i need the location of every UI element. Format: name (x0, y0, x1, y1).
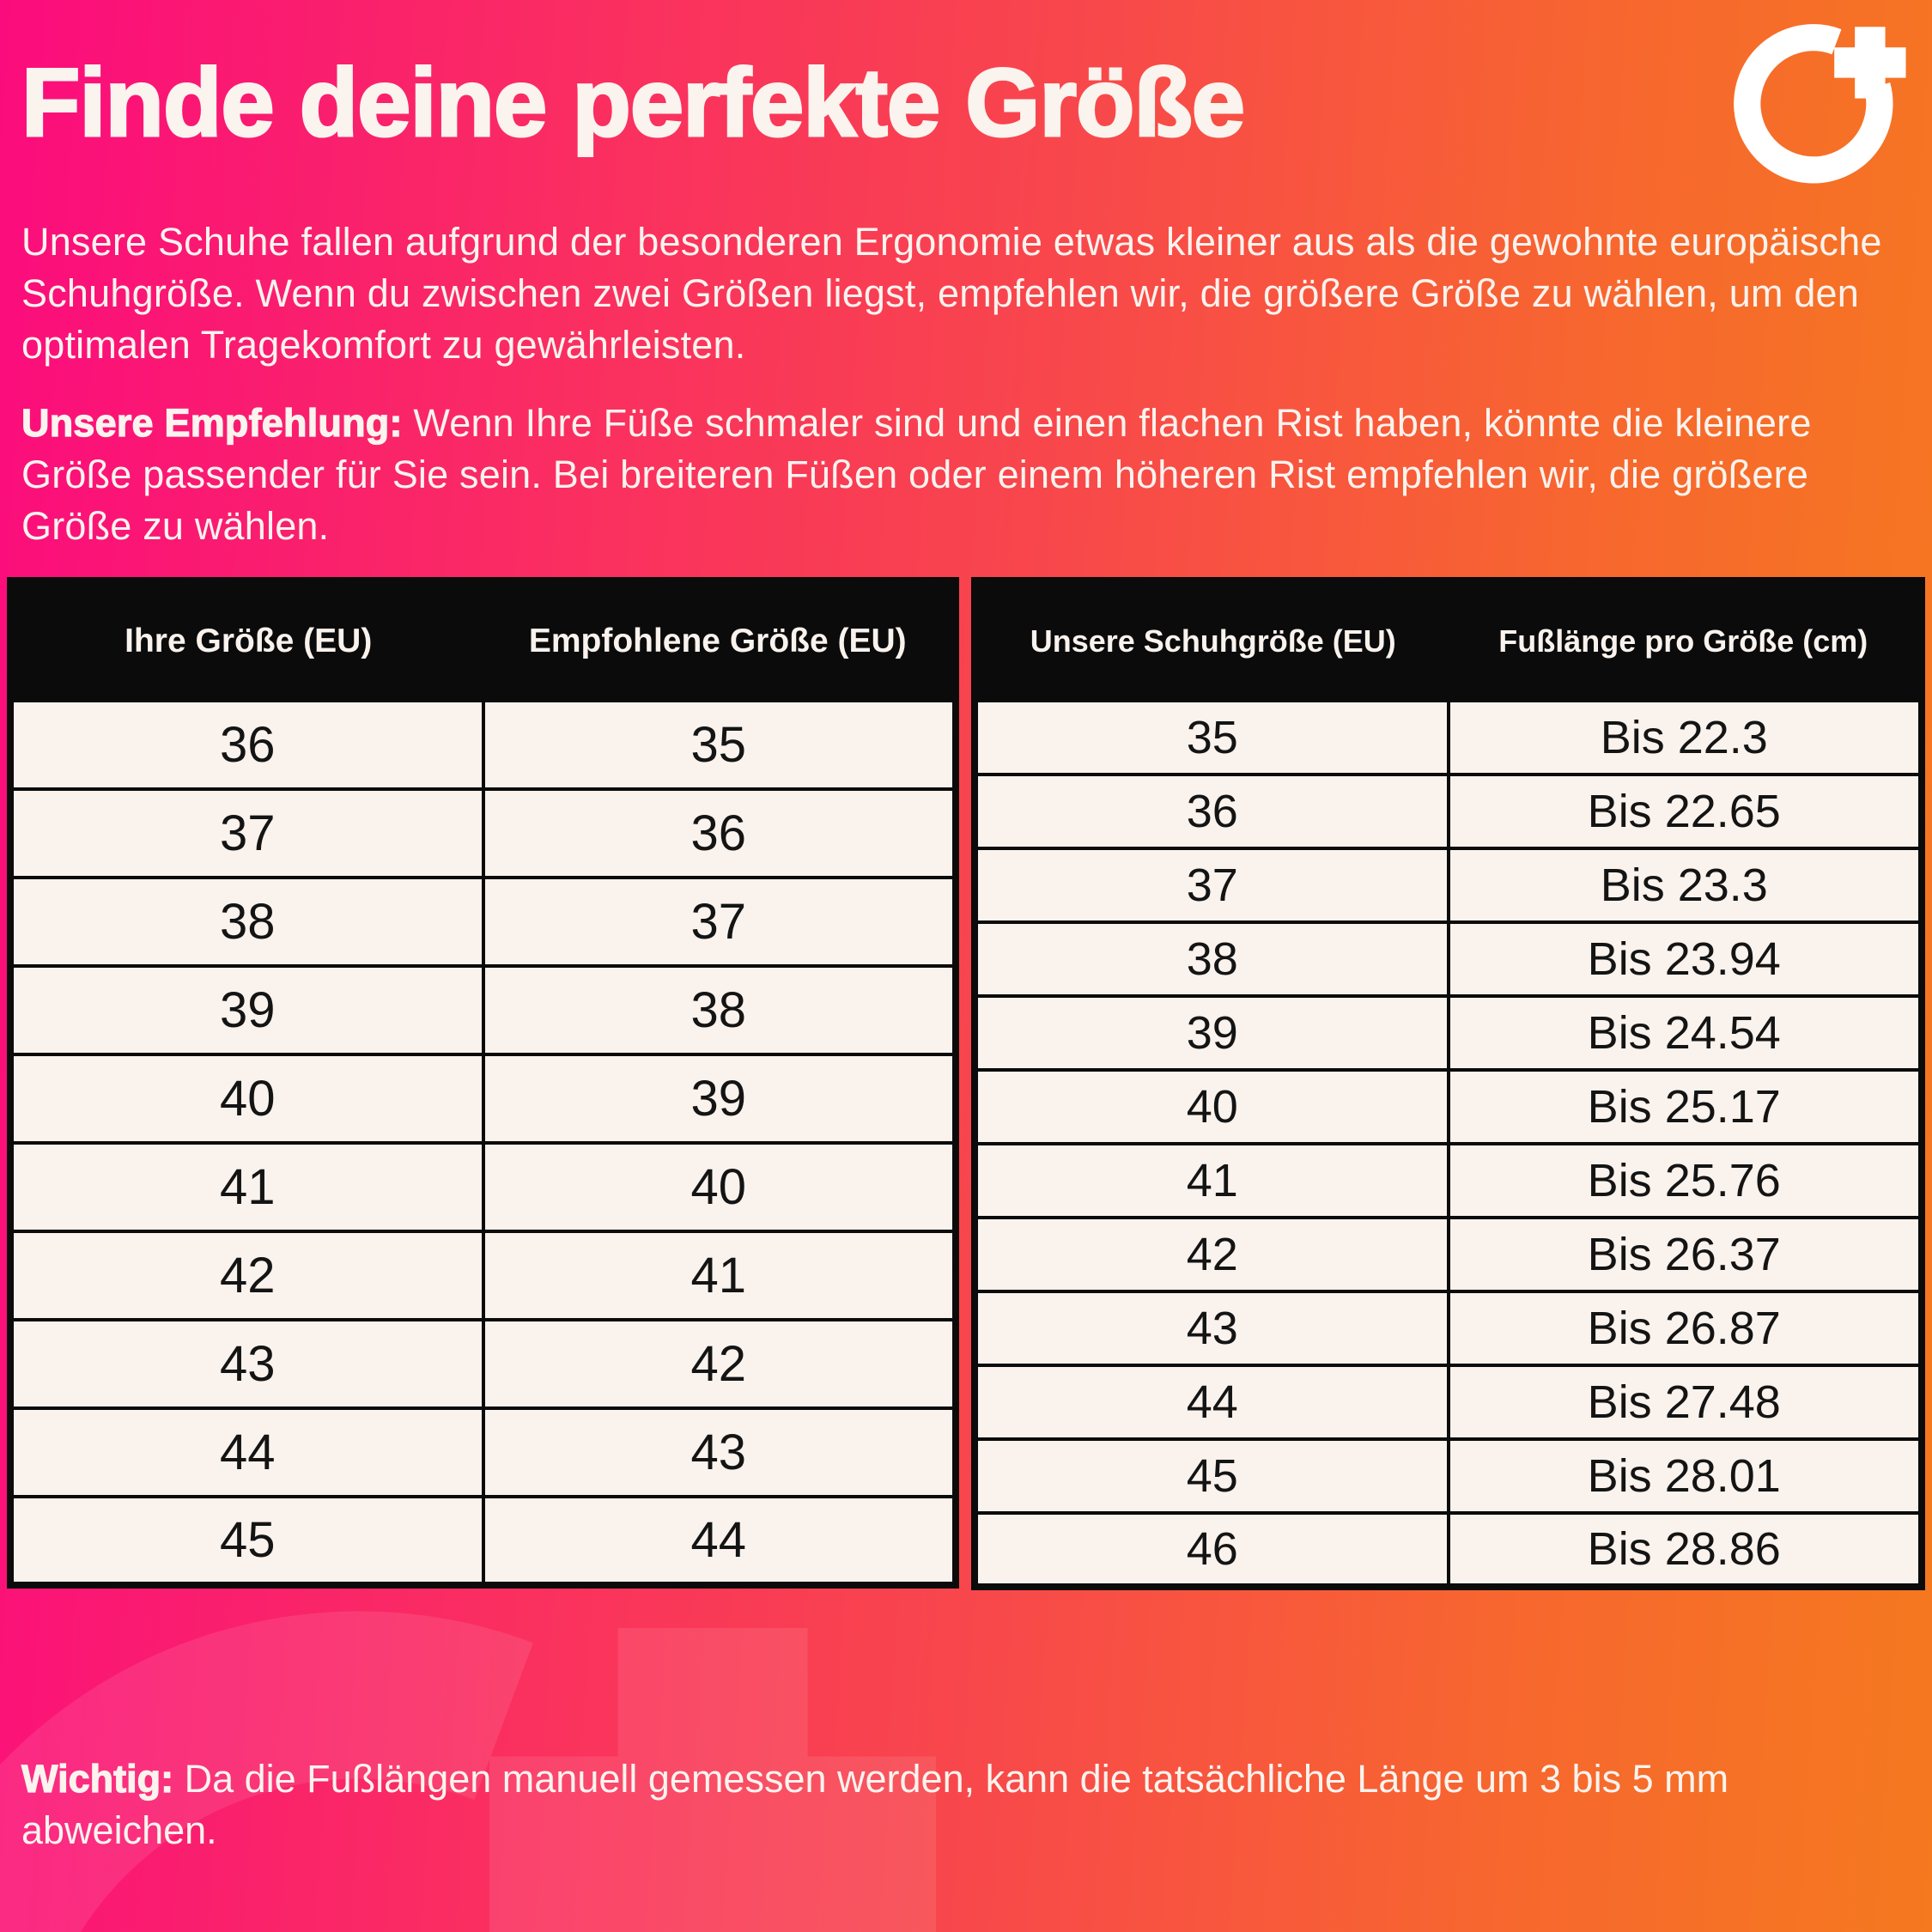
table-row: 35 Bis 22.3 (973, 699, 1923, 776)
table-row: 36 35 (9, 699, 957, 791)
table-row: 43 Bis 26.87 (973, 1290, 1923, 1367)
table-cell: Bis 25.17 (1446, 1068, 1923, 1145)
table-cell: 44 (9, 1406, 485, 1498)
table-row: 37 36 (9, 787, 957, 879)
table-cell: 38 (973, 920, 1450, 998)
table-row: 41 Bis 25.76 (973, 1142, 1923, 1219)
table-cell: 37 (481, 876, 957, 968)
foot-length-table-head: Unsere Schuhgröße (EU) Fußlänge pro Größe… (975, 580, 1922, 701)
table-cell: 45 (9, 1495, 485, 1587)
table-cell: Bis 26.87 (1446, 1290, 1923, 1367)
footer-lead: Wichtig: (21, 1756, 174, 1801)
size-conversion-header-row: Ihre Größe (EU) Empfohlene Größe (EU) (10, 580, 956, 701)
size-conversion-table-head: Ihre Größe (EU) Empfohlene Größe (EU) (10, 580, 956, 701)
table-row: 45 Bis 28.01 (973, 1437, 1923, 1515)
table-row: 44 Bis 27.48 (973, 1364, 1923, 1441)
table-cell: 37 (973, 847, 1450, 924)
recommendation-lead: Unsere Empfehlung: (21, 400, 403, 445)
table-cell: 40 (9, 1053, 485, 1145)
table-cell: Bis 22.3 (1446, 699, 1923, 776)
table-cell: Bis 23.94 (1446, 920, 1923, 998)
table-cell: 41 (9, 1141, 485, 1233)
table-header-cell: Unsere Schuhgröße (EU) (975, 580, 1449, 701)
foot-length-table: Unsere Schuhgröße (EU) Fußlänge pro Größe… (971, 577, 1925, 1590)
foot-length-header-row: Unsere Schuhgröße (EU) Fußlänge pro Größe… (975, 580, 1922, 701)
table-cell: Bis 22.65 (1446, 773, 1923, 850)
table-cell: 38 (9, 876, 485, 968)
table-cell: 41 (973, 1142, 1450, 1219)
table-row: 40 Bis 25.17 (973, 1068, 1923, 1145)
table-cell: Bis 23.3 (1446, 847, 1923, 924)
table-cell: 36 (481, 787, 957, 879)
table-cell: 44 (481, 1495, 957, 1587)
o-plus-logo-icon (1734, 24, 1906, 184)
recommendation-paragraph: Unsere Empfehlung: Wenn Ihre Füße schmal… (21, 398, 1923, 552)
footer-text: Da die Fußlängen manuell gemessen werden… (21, 1757, 1729, 1852)
table-header-cell: Ihre Größe (EU) (10, 580, 483, 701)
table-cell: Bis 28.86 (1446, 1511, 1923, 1589)
table-cell: 41 (481, 1230, 957, 1321)
table-cell: 40 (481, 1141, 957, 1233)
table-row: 39 Bis 24.54 (973, 994, 1923, 1072)
footer-note: Wichtig: Da die Fußlängen manuell gemess… (21, 1753, 1915, 1856)
table-row: 38 Bis 23.94 (973, 920, 1923, 998)
table-row: 44 43 (9, 1406, 957, 1498)
table-cell: 46 (973, 1511, 1450, 1589)
table-cell: 38 (481, 964, 957, 1056)
table-row: 39 38 (9, 964, 957, 1056)
table-cell: 35 (973, 699, 1450, 776)
table-cell: 39 (973, 994, 1450, 1072)
table-cell: 42 (973, 1216, 1450, 1293)
intro-paragraph: Unsere Schuhe fallen aufgrund der besond… (21, 220, 1882, 367)
table-row: 38 37 (9, 876, 957, 968)
size-conversion-table-body: 36 35 37 36 38 37 39 38 40 39 41 40 42 41 43 42 44 43 45 44 (9, 699, 957, 1587)
foot-length-table-body: 35 Bis 22.3 36 Bis 22.65 37 Bis 23.3 38 Bis 23.… (973, 699, 1923, 1589)
table-cell: 37 (9, 787, 485, 879)
table-cell: 42 (481, 1318, 957, 1410)
table-cell: Bis 25.76 (1446, 1142, 1923, 1219)
table-cell: Bis 24.54 (1446, 994, 1923, 1072)
table-cell: 43 (9, 1318, 485, 1410)
table-row: 46 Bis 28.86 (973, 1511, 1923, 1589)
table-row: 42 Bis 26.37 (973, 1216, 1923, 1293)
table-row: 40 39 (9, 1053, 957, 1145)
table-cell: 39 (481, 1053, 957, 1145)
table-cell: 43 (481, 1406, 957, 1498)
table-cell: 45 (973, 1437, 1450, 1515)
table-cell: 43 (973, 1290, 1450, 1367)
table-cell: Bis 27.48 (1446, 1364, 1923, 1441)
size-conversion-table: Ihre Größe (EU) Empfohlene Größe (EU) 36 3… (7, 577, 959, 1589)
recommendation-text: Wenn Ihre Füße schmaler sind und einen f… (21, 401, 1812, 548)
table-cell: 42 (9, 1230, 485, 1321)
table-row: 42 41 (9, 1230, 957, 1321)
table-row: 41 40 (9, 1141, 957, 1233)
table-cell: Bis 28.01 (1446, 1437, 1923, 1515)
table-row: 37 Bis 23.3 (973, 847, 1923, 924)
table-row: 36 Bis 22.65 (973, 773, 1923, 850)
page-title: Finde deine perfekte Größe (21, 48, 1247, 158)
table-row: 45 44 (9, 1495, 957, 1587)
table-cell: 36 (973, 773, 1450, 850)
table-cell: 35 (481, 699, 957, 791)
table-cell: 39 (9, 964, 485, 1056)
table-cell: 36 (9, 699, 485, 791)
table-cell: Bis 26.37 (1446, 1216, 1923, 1293)
table-row: 43 42 (9, 1318, 957, 1410)
table-header-cell: Empfohlene Größe (EU) (483, 580, 956, 701)
table-header-cell: Fußlänge pro Größe (cm) (1448, 580, 1922, 701)
table-cell: 40 (973, 1068, 1450, 1145)
table-cell: 44 (973, 1364, 1450, 1441)
